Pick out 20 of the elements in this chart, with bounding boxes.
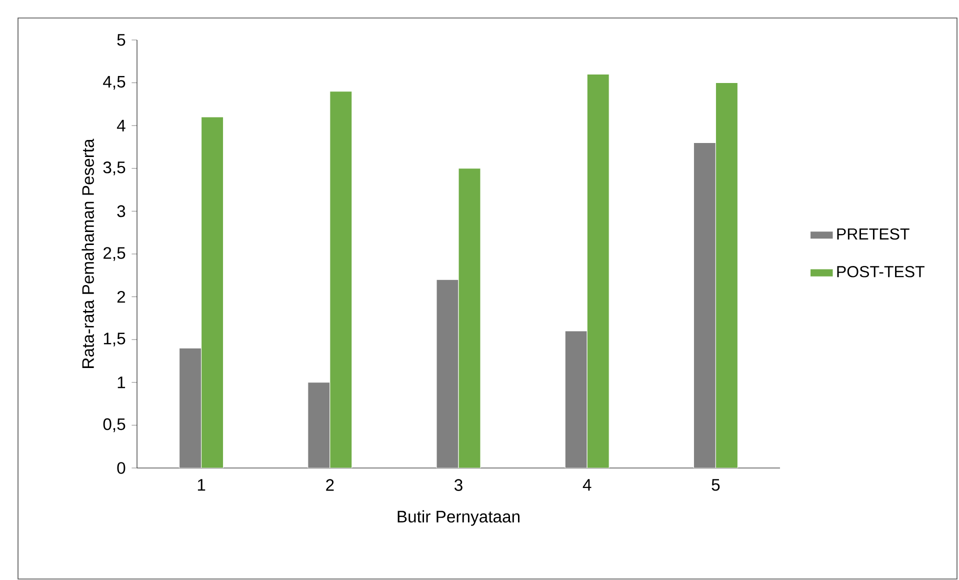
y-tick-label: 3: [117, 205, 126, 218]
x-tick-label: 2: [326, 479, 334, 491]
x-tick-label: 1: [198, 479, 206, 491]
legend-label: PRETEST: [837, 228, 910, 240]
x-tick-label: 4: [582, 479, 592, 491]
y-tick-label: 2,5: [104, 247, 126, 261]
legend-label: POST-TEST: [837, 266, 924, 278]
y-tick-label: 4: [116, 120, 126, 132]
y-axis-title: Rata-rata Pemahaman Peserta: [82, 138, 94, 368]
y-tick-label: 0,5: [103, 418, 126, 432]
y-tick-label: 0: [117, 462, 126, 474]
x-tick-label: 5: [712, 479, 720, 491]
y-tick-label: 3,5: [103, 162, 126, 176]
x-tick-label: 3: [454, 479, 462, 491]
y-tick-label: 1: [118, 376, 126, 388]
x-axis-title: Butir Pernyataan: [398, 510, 520, 526]
y-tick-label: 5: [117, 34, 126, 46]
y-tick-label: 2: [117, 290, 126, 303]
y-tick-label: 1,5: [104, 332, 126, 346]
y-tick-label: 4,5: [103, 76, 126, 90]
